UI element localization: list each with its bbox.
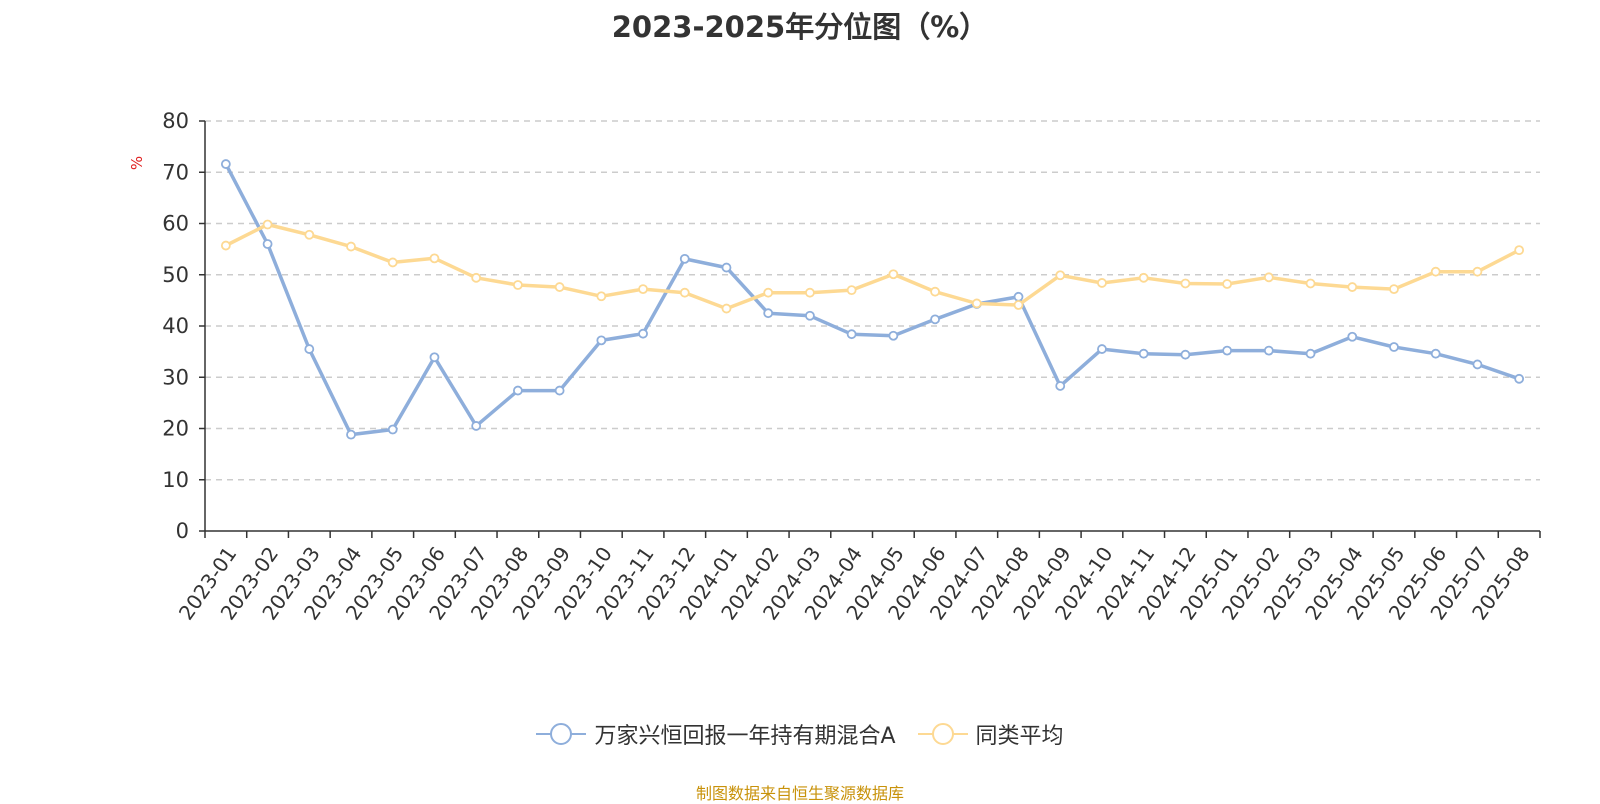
data-point-series-2 [387,257,398,268]
data-point-series-2 [971,298,982,309]
legend-marker-series-1 [536,723,587,745]
data-point-series-1 [471,421,482,431]
data-point-series-1 [1514,373,1525,384]
data-point-series-2 [429,253,440,264]
legend-marker-series-2 [917,723,968,745]
data-point-series-1 [1389,342,1399,352]
data-point-series-1 [679,253,690,264]
data-point-series-2 [1097,278,1107,288]
data-point-series-2 [1305,278,1316,289]
legend-label-series-2: 同类平均 [975,724,1064,749]
y-tick-label: 60 [162,212,189,236]
data-point-series-1 [346,429,356,440]
data-point-series-1 [888,330,899,341]
data-point-series-1 [512,385,523,396]
data-point-series-2 [1514,245,1525,256]
data-point-series-1 [429,352,440,363]
data-point-series-2 [1055,270,1066,281]
data-point-series-2 [1263,272,1274,283]
data-point-series-2 [846,285,857,296]
y-tick-label: 20 [162,417,189,441]
data-point-series-1 [930,314,940,325]
data-point-series-2 [1472,266,1483,277]
data-point-series-1 [1472,359,1483,370]
source-note: 制图数据来自恒生聚源数据库 [695,784,904,803]
y-tick-label: 30 [162,365,189,389]
data-point-series-1 [304,344,315,354]
y-tick-label: 80 [162,109,189,133]
data-point-series-1 [1305,348,1316,359]
data-point-series-2 [346,241,356,252]
legend-label-series-1: 万家兴恒回报一年持有期混合A [594,724,896,749]
data-point-series-1 [805,310,815,321]
data-point-series-1 [763,308,774,319]
data-point-series-2 [1430,266,1441,277]
data-point-series-1 [846,329,857,340]
data-point-series-1 [721,262,732,273]
data-point-series-2 [638,284,648,295]
y-tick-label: 50 [162,263,189,287]
axes: 010203040506070802023-012023-022023-0320… [162,109,1541,624]
data-point-series-1 [554,385,565,396]
data-point-series-1 [1180,349,1191,360]
data-point-series-1 [387,424,398,435]
data-point-series-2 [262,219,273,230]
series-lines [220,159,1525,440]
data-point-series-2 [596,291,607,302]
series-line-1 [224,163,1520,437]
legend: 万家兴恒回报一年持有期混合A 同类平均 [0,718,1600,750]
data-point-series-2 [1180,278,1191,289]
data-point-series-2 [1389,284,1399,295]
data-point-series-2 [220,240,231,251]
data-point-series-1 [596,335,607,346]
y-tick-label: 70 [162,160,189,184]
legend-item-series-2[interactable]: 同类平均 [917,718,1064,750]
data-point-series-1 [1138,348,1149,359]
y-tick-label: 10 [162,468,189,492]
data-point-series-2 [1222,279,1233,289]
data-point-series-2 [471,272,482,283]
y-tick-label: 40 [162,314,189,338]
data-point-series-1 [262,239,273,249]
data-point-series-1 [1013,291,1024,302]
y-tick-label: 0 [176,519,189,543]
data-point-series-1 [638,328,648,339]
data-point-series-1 [1430,348,1441,359]
data-point-series-2 [554,282,565,292]
data-point-series-2 [888,269,899,280]
data-point-series-2 [721,303,732,314]
data-point-series-2 [304,229,315,240]
chart-title: 2023-2025年分位图（%） [611,10,989,44]
grid-lines [205,120,1540,481]
data-point-series-1 [1097,344,1107,354]
data-point-series-2 [679,287,690,298]
data-point-series-1 [1055,381,1066,391]
y-axis-unit-label: % [128,156,146,170]
data-point-series-1 [1222,345,1233,356]
data-point-series-1 [220,159,231,169]
data-point-series-2 [930,286,940,297]
data-point-series-1 [1347,331,1358,342]
data-point-series-2 [1347,282,1358,292]
series-line-2 [225,222,1520,311]
data-point-series-2 [1138,272,1149,283]
legend-item-series-1[interactable]: 万家兴恒回报一年持有期混合A [536,718,896,750]
data-point-series-2 [763,287,774,298]
data-point-series-2 [1013,300,1024,310]
data-point-series-1 [1263,345,1274,356]
data-point-series-2 [512,280,523,290]
data-point-series-2 [805,287,815,298]
